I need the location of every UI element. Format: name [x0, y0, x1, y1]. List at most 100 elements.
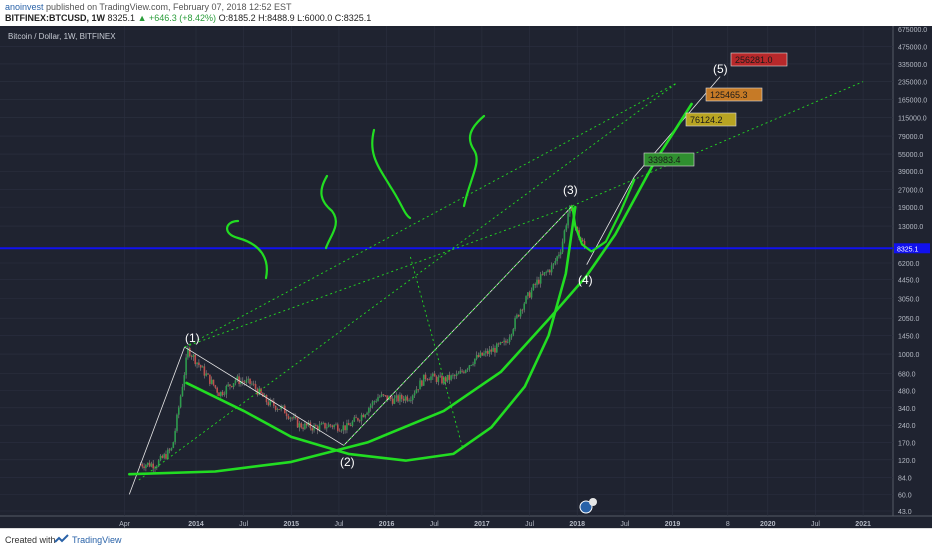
current-price-label: 8325.1: [897, 246, 919, 253]
time-tick-label: 2020: [760, 521, 776, 528]
candle-body: [474, 358, 476, 364]
candle-body: [559, 252, 562, 255]
candle-body: [581, 239, 584, 242]
candle-body: [421, 380, 423, 386]
candle-body: [273, 401, 275, 406]
candle-body: [225, 385, 228, 395]
chart-title: Bitcoin / Dollar, 1W, BITFINEX: [8, 32, 116, 41]
candle-body: [252, 383, 255, 385]
candle-body: [318, 424, 321, 431]
candle-body: [342, 425, 345, 431]
candle-body: [567, 213, 569, 226]
candle-body: [157, 460, 160, 467]
candle-body: [205, 373, 208, 376]
target-label: 33983.4: [648, 155, 681, 165]
candle-body: [406, 396, 409, 401]
candle-body: [267, 402, 270, 406]
candle-body: [194, 354, 197, 365]
tradingview-brand[interactable]: TradingView: [72, 535, 122, 545]
candle-body: [203, 366, 206, 376]
candle-body: [505, 340, 507, 343]
candle-body: [234, 380, 237, 384]
candle-body: [461, 370, 463, 372]
wave-labels: (1) (2) (3) (4) (5): [185, 62, 728, 469]
candle-body: [464, 370, 467, 373]
candle-body: [309, 422, 312, 429]
candle-body: [452, 375, 454, 377]
candle-body: [483, 353, 485, 356]
time-tick-label: 2021: [855, 521, 871, 528]
fan-line: [343, 205, 573, 446]
author-link[interactable]: anoinvest: [5, 2, 44, 12]
scribble-mark: [226, 219, 268, 280]
price-chart[interactable]: 43.0 60.0 84.0 120.0 170.0 240.0 340.0 480.0 680…: [0, 26, 932, 528]
candle-body: [150, 463, 153, 467]
candle-body: [163, 454, 165, 458]
candle-body: [161, 455, 164, 458]
candle-body: [391, 398, 394, 404]
price-tick-label: 55000.0: [898, 152, 923, 159]
candle-body: [329, 424, 332, 426]
candle-body: [369, 405, 372, 408]
price-tick-label: 79000.0: [898, 134, 923, 141]
event-icon[interactable]: [579, 498, 597, 514]
candle-body: [503, 340, 505, 343]
candle-body: [159, 455, 162, 461]
candle-body: [496, 343, 498, 353]
candle-body: [521, 309, 524, 311]
publish-line: anoinvest published on TradingView.com, …: [5, 2, 292, 12]
candle-body: [481, 352, 483, 356]
candle-body: [516, 314, 518, 318]
price-tick-label: 680.0: [898, 371, 916, 378]
candle-body: [437, 376, 440, 383]
candle-body: [459, 370, 462, 374]
candle-body: [238, 376, 240, 384]
time-tick-label: Jul: [239, 521, 248, 528]
candle-body: [156, 466, 158, 468]
price-axis: 43.0 60.0 84.0 120.0 170.0 240.0 340.0 480.0 680…: [894, 27, 930, 516]
candle-body: [170, 447, 173, 451]
price-tick-label: 115000.0: [898, 115, 927, 122]
candle-body: [300, 423, 303, 428]
candle-body: [283, 405, 286, 414]
price-tick-label: 480.0: [898, 389, 916, 396]
candle-body: [291, 417, 293, 419]
price-tick-label: 13000.0: [898, 224, 923, 231]
candle-body: [556, 256, 558, 262]
candle-body: [278, 409, 281, 410]
candle-body: [201, 366, 204, 368]
candle-body: [167, 449, 169, 459]
wave-line: [184, 346, 344, 446]
candle-body: [417, 389, 420, 391]
candle-body: [221, 391, 224, 395]
time-tick-label: Jul: [334, 521, 343, 528]
time-axis: Apr 2014 Jul 2015 Jul 2016 Jul 2017 Jul 2018 Jul 20…: [119, 521, 871, 528]
tradingview-logo-icon: [54, 534, 69, 543]
candle-body: [422, 374, 425, 386]
candle-body: [333, 425, 335, 428]
candle-body: [152, 463, 155, 469]
candle-body: [395, 395, 398, 398]
time-tick-label: Apr: [119, 521, 131, 528]
candle-body: [322, 422, 324, 424]
candle-body: [335, 424, 337, 426]
target-labels: 33983.4 76124.2 125465.3 256281.0: [643, 52, 788, 167]
candle-body: [373, 401, 376, 403]
candle-body: [466, 368, 469, 371]
candle-body: [371, 401, 374, 406]
candle-body: [501, 342, 504, 343]
candle-body: [448, 374, 451, 380]
candle-body: [393, 397, 396, 404]
candle-body: [386, 395, 388, 401]
candle-body: [198, 362, 200, 366]
candle-body: [538, 279, 540, 284]
price-tick-label: 675000.0: [898, 27, 927, 34]
candle-body: [530, 289, 533, 298]
fan-line: [184, 205, 573, 348]
candle-body: [282, 405, 284, 407]
candle-body: [245, 379, 248, 383]
candle-body: [497, 343, 500, 345]
candle-body: [411, 395, 414, 401]
candle-body: [183, 375, 186, 387]
wave-label: (2): [340, 455, 355, 469]
